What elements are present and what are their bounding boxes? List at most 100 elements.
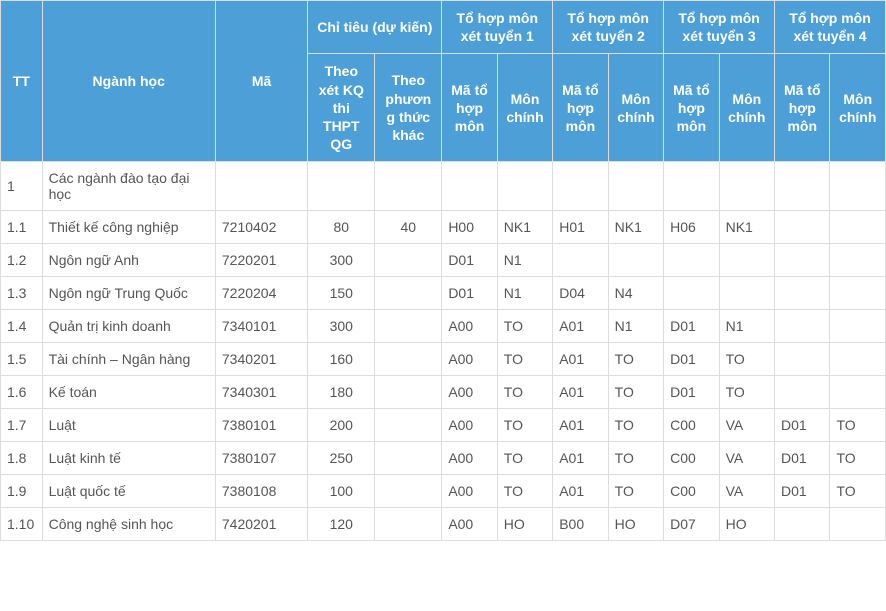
table-row: 1.10Công nghệ sinh học7420201120A00HOB00…: [1, 508, 886, 541]
cell-ct1: 300: [308, 244, 375, 277]
cell-m4: [775, 508, 830, 541]
cell-ct2: [375, 442, 442, 475]
cell-ct1: 200: [308, 409, 375, 442]
cell-c2: TO: [608, 475, 663, 508]
cell-ma: 7340101: [215, 310, 307, 343]
cell-m1: A00: [442, 442, 497, 475]
cell-m3: D01: [664, 376, 719, 409]
cell-ct2: [375, 409, 442, 442]
table-row: 1.6Kế toán7340301180A00TOA01TOD01TO: [1, 376, 886, 409]
cell-c3: HO: [719, 508, 774, 541]
cell-ct2: 40: [375, 211, 442, 244]
cell-nganh: Luật kinh tế: [42, 442, 215, 475]
table-row: 1.4Quản trị kinh doanh7340101300A00TOA01…: [1, 310, 886, 343]
cell-nganh: Thiết kế công nghiệp: [42, 211, 215, 244]
cell-c4: TO: [830, 409, 886, 442]
cell-m1: A00: [442, 475, 497, 508]
admissions-table: TT Ngành học Mã Chỉ tiêu (dự kiến) Tổ hợ…: [0, 0, 886, 541]
cell-c4: [830, 508, 886, 541]
cell-c2: N1: [608, 310, 663, 343]
cell-tt: 1.2: [1, 244, 43, 277]
cell-c1: TO: [497, 442, 552, 475]
cell-m1: D01: [442, 244, 497, 277]
cell-tt: 1.7: [1, 409, 43, 442]
cell-c3: VA: [719, 475, 774, 508]
cell-c2: [608, 162, 663, 211]
cell-c4: [830, 376, 886, 409]
cell-nganh: Luật: [42, 409, 215, 442]
table-row: 1.5Tài chính – Ngân hàng7340201160A00TOA…: [1, 343, 886, 376]
cell-ct2: [375, 475, 442, 508]
cell-m1: [442, 162, 497, 211]
table-row: 1.1Thiết kế công nghiệp72104028040H00NK1…: [1, 211, 886, 244]
cell-ct1: 300: [308, 310, 375, 343]
cell-m3: H06: [664, 211, 719, 244]
header-ma-tohop-4: Mã tổ hợp môn: [775, 54, 830, 162]
cell-ct1: 250: [308, 442, 375, 475]
cell-ct2: [375, 162, 442, 211]
cell-c3: NK1: [719, 211, 774, 244]
cell-m2: [553, 244, 608, 277]
cell-m4: D01: [775, 442, 830, 475]
cell-c3: VA: [719, 442, 774, 475]
table-row: 1Các ngành đào tạo đại học: [1, 162, 886, 211]
cell-tt: 1.1: [1, 211, 43, 244]
table-header: TT Ngành học Mã Chỉ tiêu (dự kiến) Tổ hợ…: [1, 1, 886, 162]
cell-m3: [664, 162, 719, 211]
header-chitieu-group: Chỉ tiêu (dự kiến): [308, 1, 442, 54]
cell-nganh: Ngôn ngữ Trung Quốc: [42, 277, 215, 310]
cell-m3: C00: [664, 409, 719, 442]
cell-m2: H01: [553, 211, 608, 244]
header-tohop3: Tổ hợp môn xét tuyển 3: [664, 1, 775, 54]
cell-nganh: Các ngành đào tạo đại học: [42, 162, 215, 211]
cell-ct1: 100: [308, 475, 375, 508]
cell-c3: VA: [719, 409, 774, 442]
header-tohop4: Tổ hợp môn xét tuyển 4: [775, 1, 886, 54]
cell-c4: TO: [830, 442, 886, 475]
cell-c3: TO: [719, 343, 774, 376]
header-tt: TT: [1, 1, 43, 162]
header-ma-tohop-1: Mã tổ hợp môn: [442, 54, 497, 162]
cell-m4: D01: [775, 475, 830, 508]
cell-c3: TO: [719, 376, 774, 409]
cell-m2: B00: [553, 508, 608, 541]
cell-c2: TO: [608, 442, 663, 475]
cell-m4: [775, 343, 830, 376]
cell-m2: [553, 162, 608, 211]
cell-ct1: 120: [308, 508, 375, 541]
cell-c1: TO: [497, 343, 552, 376]
cell-nganh: Công nghệ sinh học: [42, 508, 215, 541]
cell-c3: [719, 277, 774, 310]
header-ma-tohop-2: Mã tổ hợp môn: [553, 54, 608, 162]
cell-c2: NK1: [608, 211, 663, 244]
table-row: 1.3Ngôn ngữ Trung Quốc7220204150D01N1D04…: [1, 277, 886, 310]
cell-c2: HO: [608, 508, 663, 541]
cell-c4: [830, 244, 886, 277]
cell-ma: 7220204: [215, 277, 307, 310]
cell-nganh: Ngôn ngữ Anh: [42, 244, 215, 277]
cell-m3: D01: [664, 310, 719, 343]
cell-nganh: Quản trị kinh doanh: [42, 310, 215, 343]
cell-ct1: 80: [308, 211, 375, 244]
cell-c1: N1: [497, 244, 552, 277]
cell-m4: [775, 376, 830, 409]
cell-tt: 1.5: [1, 343, 43, 376]
header-chitieu-khac: Theo phương thức khác: [375, 54, 442, 162]
cell-tt: 1.10: [1, 508, 43, 541]
cell-ct1: 160: [308, 343, 375, 376]
cell-ct2: [375, 244, 442, 277]
header-tohop1: Tổ hợp môn xét tuyển 1: [442, 1, 553, 54]
cell-c1: TO: [497, 475, 552, 508]
cell-m1: A00: [442, 343, 497, 376]
cell-tt: 1.4: [1, 310, 43, 343]
cell-tt: 1.9: [1, 475, 43, 508]
cell-m2: A01: [553, 376, 608, 409]
table-body: 1Các ngành đào tạo đại học1.1Thiết kế cô…: [1, 162, 886, 541]
header-mon-chinh-4: Môn chính: [830, 54, 886, 162]
cell-c4: [830, 343, 886, 376]
cell-ma: 7380107: [215, 442, 307, 475]
header-ma-tohop-3: Mã tổ hợp môn: [664, 54, 719, 162]
cell-ct2: [375, 310, 442, 343]
cell-m2: A01: [553, 343, 608, 376]
cell-m1: D01: [442, 277, 497, 310]
